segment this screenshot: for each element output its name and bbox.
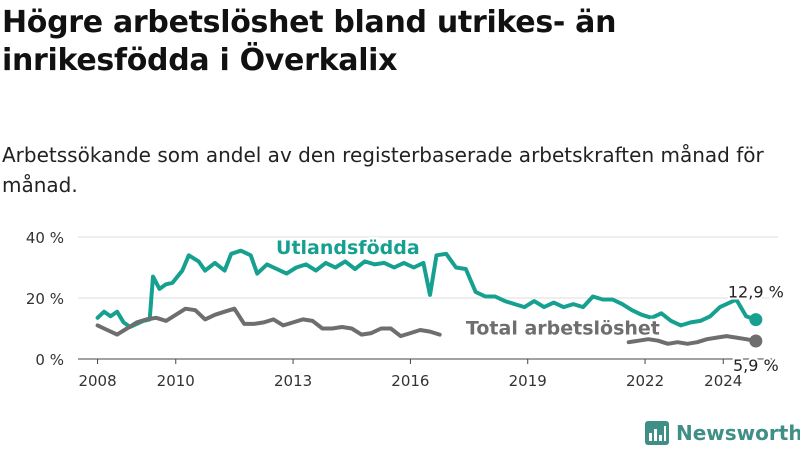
bar-chart-icon: [645, 421, 669, 445]
y-tick-label: 20 %: [26, 290, 64, 308]
x-tick-label: 2022: [626, 372, 664, 390]
series-line-utlandsfödda: [95, 248, 758, 329]
series-end-label-total-arbetslöshet: 5,9 %: [733, 356, 779, 375]
series-line-total-arbetslöshet: [95, 306, 758, 346]
x-tick-label: 2013: [274, 372, 312, 390]
series-end-marker-total-arbetslöshet: [749, 334, 763, 348]
newsworthy-logo: Newsworthy: [645, 420, 800, 446]
x-tick-label: 2010: [157, 372, 195, 390]
brand-name: Newsworthy: [676, 421, 800, 445]
x-tick-label: 2024: [704, 372, 742, 390]
series-end-label-utlandsfödda: 12,9 %: [728, 283, 784, 302]
series-name-label-total-arbetslöshet: Total arbetslöshet: [466, 318, 660, 340]
y-tick-label: 0 %: [35, 351, 64, 369]
chart-subtitle: Arbetssökande som andel av den registerb…: [2, 143, 764, 197]
chart-title: Högre arbetslöshet bland utrikes- än inr…: [2, 5, 617, 78]
x-tick-label: 2016: [391, 372, 429, 390]
x-tick-label: 2008: [78, 372, 116, 390]
series-end-marker-utlandsfödda: [749, 313, 763, 327]
series-name-label-utlandsfödda: Utlandsfödda: [276, 237, 420, 259]
x-tick-label: 2019: [509, 372, 547, 390]
y-tick-label: 40 %: [26, 229, 64, 247]
